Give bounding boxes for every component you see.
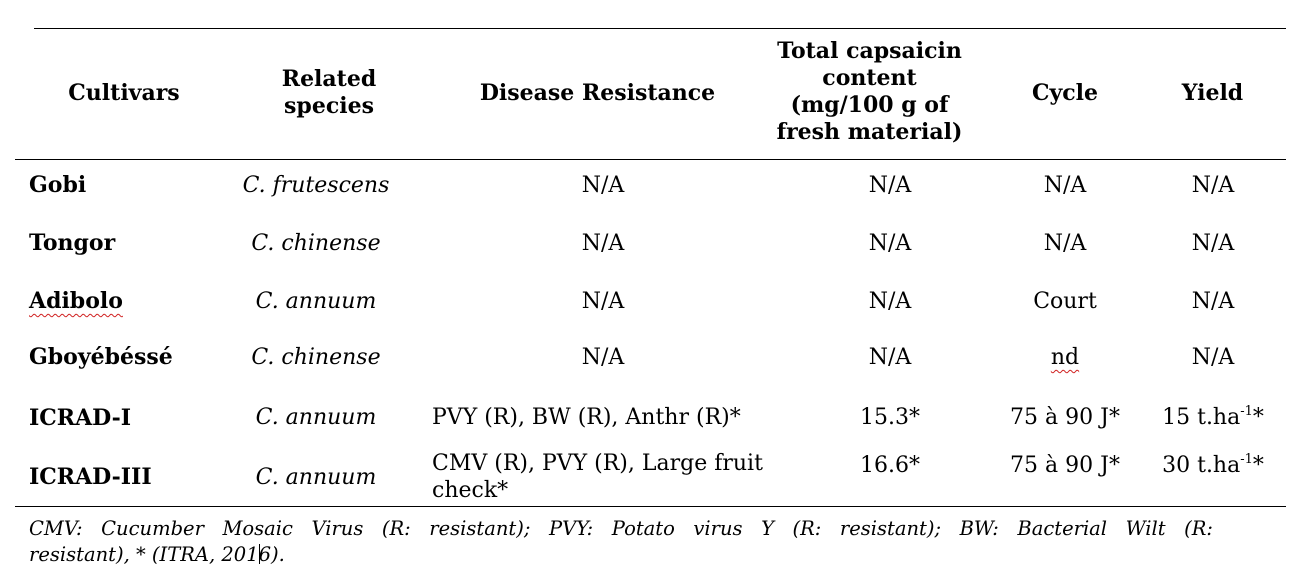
cell-cycle: 75 à 90 J* (1010, 453, 1120, 478)
cell-capsaicin: 16.6* (860, 453, 920, 478)
header-capsaicin-line1: Total capsaicin (777, 38, 962, 64)
cell-species: C. annuum (255, 465, 377, 490)
table-bottom-rule (15, 506, 1286, 507)
footnote-line2-a: resistant), * (ITRA, 201 (29, 543, 259, 566)
header-yield: Yield (1181, 80, 1244, 106)
cell-species: C. chinense (251, 231, 381, 256)
yield-value: 15 t.ha (1162, 405, 1241, 430)
cell-disease: PVY (R), BW (R), Anthr (R)* (432, 405, 741, 430)
cell-capsaicin: N/A (868, 345, 912, 370)
cell-yield: N/A (1191, 345, 1235, 370)
cell-disease: CMV (R), PVY (R), Large fruit check* (432, 450, 763, 504)
yield-asterisk: * (1252, 453, 1264, 478)
cell-yield: 30 t.ha-1* (1113, 452, 1308, 479)
cell-species: C. chinense (251, 345, 381, 370)
cell-capsaicin: 15.3* (860, 405, 920, 430)
cell-yield: 15 t.ha-1* (1113, 404, 1308, 431)
cell-cycle: Court (1033, 289, 1097, 314)
cell-disease-line1: CMV (R), PVY (R), Large fruit (432, 451, 763, 476)
cell-cultivar: ICRAD-III (29, 464, 152, 490)
header-capsaicin-line3: (mg/100 g of (790, 92, 949, 118)
cell-yield: N/A (1191, 289, 1235, 314)
cell-cycle: nd (1050, 345, 1080, 370)
cell-species: C. annuum (255, 289, 377, 314)
cell-capsaicin: N/A (868, 289, 912, 314)
yield-value: 30 t.ha (1162, 453, 1241, 478)
cell-disease: N/A (581, 231, 625, 256)
cell-cycle: N/A (1043, 231, 1087, 256)
cell-species: C. frutescens (242, 173, 390, 198)
header-related-species-line2: species (284, 93, 374, 119)
cell-yield: N/A (1191, 173, 1235, 198)
footnote-line2-b: 6). (258, 543, 285, 566)
cell-disease-line2: check* (432, 478, 509, 503)
cell-cultivar: Tongor (29, 230, 116, 256)
cell-capsaicin: N/A (868, 231, 912, 256)
header-capsaicin-line2: content (822, 65, 917, 91)
header-disease-resistance: Disease Resistance (479, 80, 716, 106)
cell-cycle: N/A (1043, 173, 1087, 198)
cell-cycle-wrap: nd (965, 344, 1165, 371)
footnote-line1: CMV: Cucumber Mosaic Virus (R: resistant… (29, 517, 1213, 540)
cell-cultivar: ICRAD-I (29, 405, 132, 431)
cell-cultivar: Gboyébéssé (29, 344, 173, 370)
header-related-species-line1: Related (281, 66, 377, 92)
header-capsaicin-line4: fresh material) (776, 119, 963, 145)
table-header-rule (15, 159, 1286, 160)
footnote-line2: resistant), * (ITRA, 2016). (29, 542, 1213, 568)
cell-disease: N/A (581, 289, 625, 314)
yield-asterisk: * (1252, 405, 1264, 430)
header-capsaicin: Total capsaicin content (mg/100 g of fre… (762, 38, 977, 146)
yield-exponent: -1 (1240, 404, 1253, 419)
cell-species: C. annuum (255, 405, 377, 430)
header-cycle: Cycle (1031, 80, 1099, 106)
table-top-rule (34, 28, 1286, 29)
yield-exponent: -1 (1240, 452, 1253, 467)
header-related-species: Related species (229, 66, 429, 120)
header-cultivars: Cultivars (68, 80, 180, 106)
table-footnote: CMV: Cucumber Mosaic Virus (R: resistant… (29, 516, 1213, 568)
text-cursor (258, 544, 260, 564)
cell-cultivar: Gobi (29, 172, 87, 198)
cell-disease: N/A (581, 173, 625, 198)
cell-capsaicin: N/A (868, 173, 912, 198)
cell-disease: N/A (581, 345, 625, 370)
cell-yield: N/A (1191, 231, 1235, 256)
cell-cycle: 75 à 90 J* (1010, 405, 1120, 430)
cell-cultivar: Adibolo (29, 288, 123, 314)
